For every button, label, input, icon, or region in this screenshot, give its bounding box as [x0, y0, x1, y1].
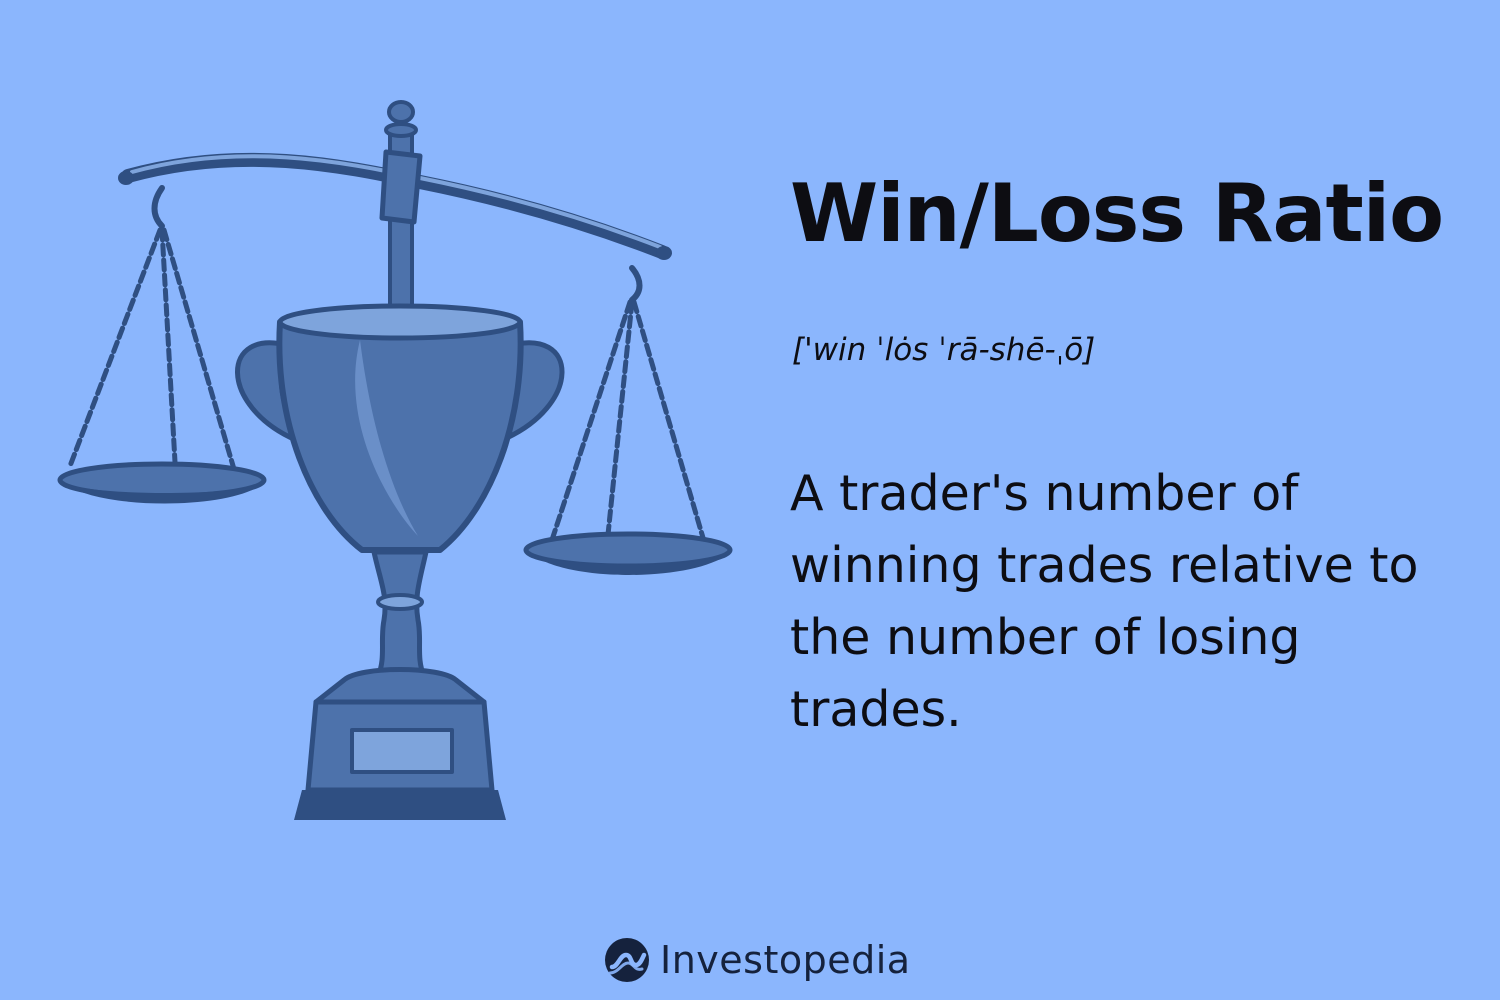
- definition-text: A trader's number of winning trades rela…: [790, 465, 1419, 738]
- page-title: Win/Loss Ratio: [790, 167, 1444, 260]
- trophy-balance-scale-icon: [57, 100, 733, 820]
- pronunciation: ['win ˈlȯs ˈrā-shē-ˌō]: [792, 332, 1096, 368]
- brand-name: Investopedia: [660, 938, 911, 982]
- investopedia-logo-icon: [605, 938, 649, 982]
- brand-logo: Investopedia: [604, 930, 911, 990]
